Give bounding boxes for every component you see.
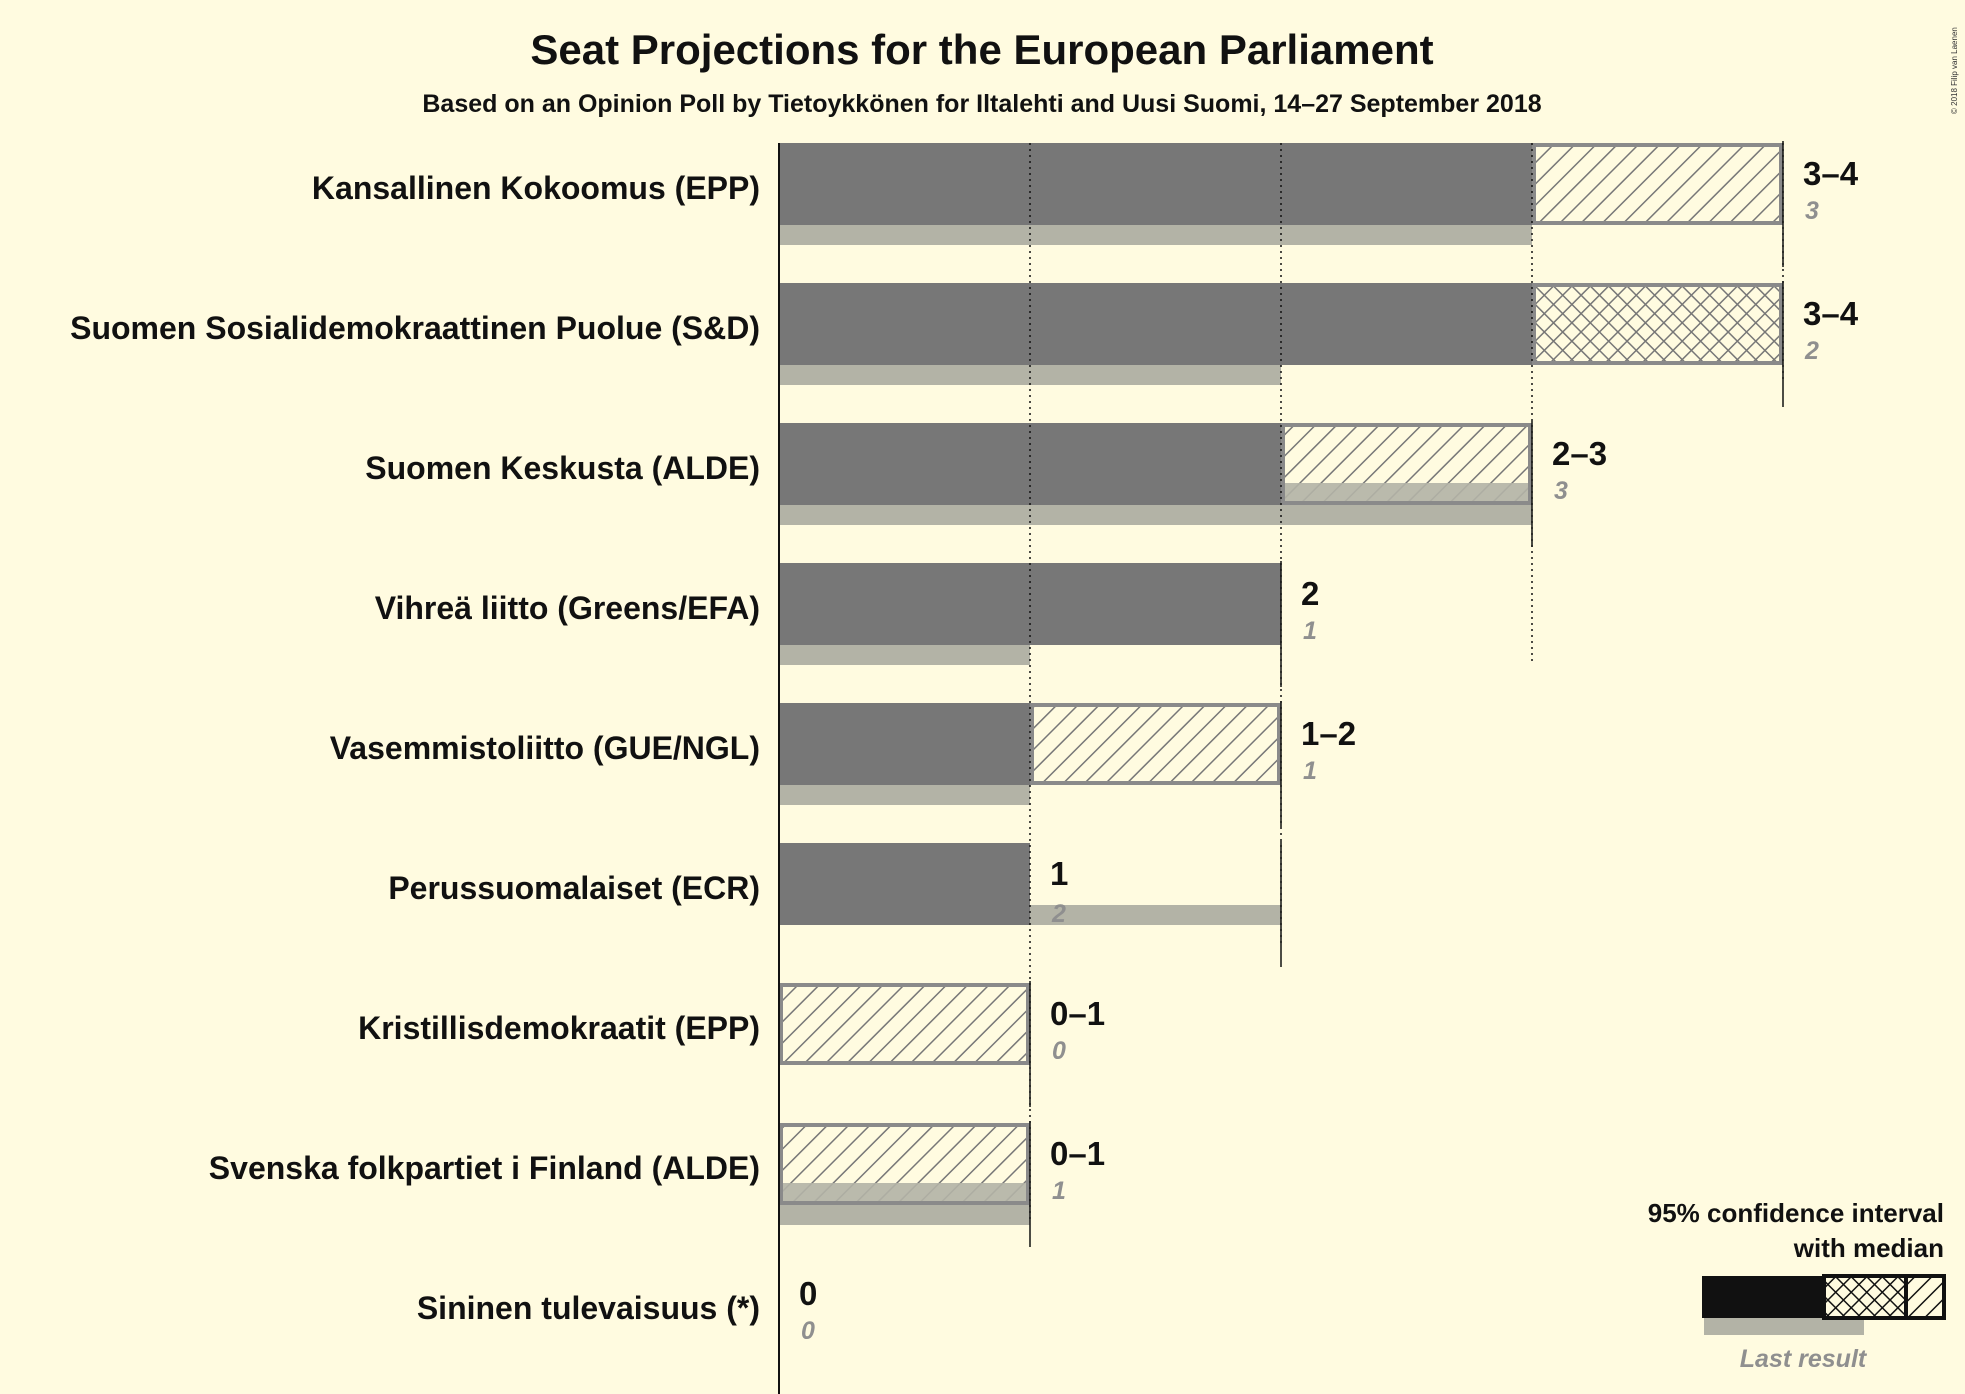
gridlines	[778, 143, 1784, 1394]
last-result-label: 2	[1804, 337, 1819, 365]
legend: 95% confidence interval with median Last…	[1648, 1198, 1946, 1373]
party-row: Vihreä liitto (Greens/EFA) 2 1	[375, 561, 1319, 687]
party-row: Kristillisdemokraatit (EPP) 0–1 0	[358, 981, 1105, 1107]
last-result-label: 1	[1052, 1177, 1066, 1205]
confidence-interval-bar	[1030, 703, 1281, 785]
party-label: Sininen tulevaisuus (*)	[417, 1290, 760, 1326]
range-label: 2	[1301, 575, 1319, 612]
party-row: Vasemmistoliitto (GUE/NGL) 1–2 1	[330, 701, 1356, 827]
party-row: Perussuomalaiset (ECR) 1 2	[388, 841, 1282, 967]
last-result-label: 1	[1303, 617, 1317, 645]
party-row: Kansallinen Kokoomus (EPP) 3–4 3	[312, 141, 1859, 267]
last-result-label: 2	[1051, 900, 1066, 928]
last-result-label: 3	[1805, 197, 1819, 225]
last-result-overlay	[783, 1183, 1026, 1201]
last-result-bar	[779, 785, 1030, 805]
party-row: Suomen Keskusta (ALDE) 2–3 3	[365, 421, 1607, 547]
last-result-label: 0	[801, 1317, 815, 1345]
confidence-interval-bar	[1532, 143, 1783, 225]
party-label: Vihreä liitto (Greens/EFA)	[375, 590, 760, 626]
last-result-bar	[779, 645, 1030, 665]
range-label: 0	[799, 1275, 817, 1312]
party-label: Suomen Sosialidemokraattinen Puolue (S&D…	[70, 310, 760, 346]
legend-cross-swatch	[1822, 1274, 1908, 1320]
range-label: 3–4	[1803, 155, 1859, 192]
party-label: Svenska folkpartiet i Finland (ALDE)	[209, 1150, 760, 1186]
last-result-overlay	[1285, 483, 1528, 501]
legend-last-result-bar	[1704, 1317, 1864, 1335]
chart-subtitle: Based on an Opinion Poll by Tietoykkönen…	[422, 90, 1541, 118]
median-bar	[779, 143, 1532, 225]
range-label: 0–1	[1050, 995, 1105, 1032]
party-row: Suomen Sosialidemokraattinen Puolue (S&D…	[70, 281, 1859, 407]
party-label: Perussuomalaiset (ECR)	[388, 870, 760, 906]
range-label: 1–2	[1301, 715, 1356, 752]
party-label: Kansallinen Kokoomus (EPP)	[312, 170, 760, 206]
legend-title-line2: with median	[1793, 1233, 1944, 1263]
last-result-label: 0	[1052, 1037, 1066, 1065]
last-result-label: 1	[1303, 757, 1317, 785]
copyright-text: © 2018 Filip van Laenen	[1950, 27, 1959, 114]
chart-title: Seat Projections for the European Parlia…	[530, 26, 1433, 73]
last-result-bar	[779, 365, 1281, 385]
range-label: 2–3	[1552, 435, 1607, 472]
last-result-bar	[779, 505, 1532, 525]
party-label: Kristillisdemokraatit (EPP)	[358, 1010, 760, 1046]
party-label: Suomen Keskusta (ALDE)	[365, 450, 760, 486]
legend-title-line1: 95% confidence interval	[1648, 1198, 1944, 1228]
range-label: 3–4	[1803, 295, 1859, 332]
last-result-label: 3	[1554, 477, 1568, 505]
last-result-bar	[779, 225, 1532, 245]
confidence-interval-bar	[779, 983, 1030, 1065]
legend-last-result-label: Last result	[1740, 1345, 1868, 1373]
last-result-bar	[779, 1205, 1030, 1225]
median-bar	[779, 843, 1030, 925]
party-rows: Kansallinen Kokoomus (EPP) 3–4 3 Suomen Sos…	[70, 141, 1859, 1345]
range-label: 0–1	[1050, 1135, 1105, 1172]
range-label: 1	[1050, 855, 1068, 892]
confidence-interval-bar	[1532, 283, 1783, 365]
median-bar	[779, 703, 1030, 785]
party-row: Sininen tulevaisuus (*) 0 0	[417, 1275, 818, 1345]
party-label: Vasemmistoliitto (GUE/NGL)	[330, 730, 760, 766]
party-row: Svenska folkpartiet i Finland (ALDE) 0–1 1	[209, 1121, 1105, 1247]
legend-hatch-swatch	[1904, 1274, 1946, 1320]
legend-median-bar	[1702, 1276, 1824, 1318]
